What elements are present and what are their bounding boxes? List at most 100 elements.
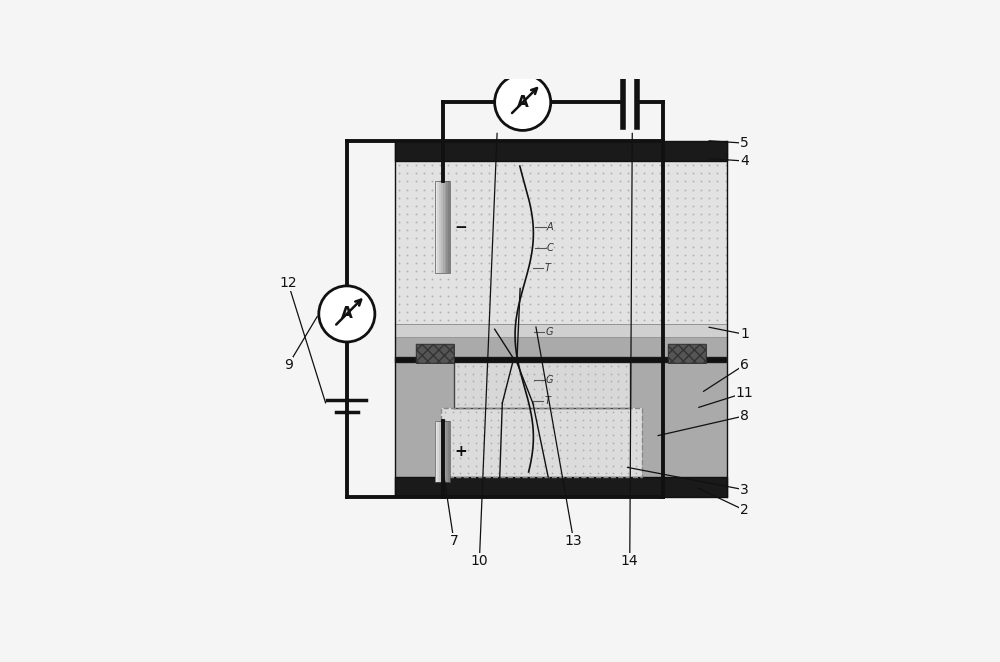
Point bbox=[530, 435, 546, 446]
Point bbox=[587, 459, 603, 470]
Point bbox=[399, 225, 415, 236]
Point bbox=[468, 422, 484, 433]
Point bbox=[595, 435, 611, 446]
Point bbox=[506, 460, 522, 471]
Point bbox=[612, 193, 628, 203]
Point bbox=[603, 274, 619, 285]
Point bbox=[432, 209, 448, 219]
Point bbox=[620, 314, 636, 325]
Point bbox=[399, 467, 415, 478]
Point bbox=[701, 225, 717, 236]
Point bbox=[440, 290, 456, 301]
Point bbox=[536, 468, 552, 479]
Point bbox=[652, 290, 668, 301]
Point bbox=[644, 435, 660, 446]
Point bbox=[465, 193, 481, 203]
Point bbox=[530, 299, 546, 309]
Point bbox=[677, 233, 693, 244]
Point bbox=[440, 282, 456, 293]
Bar bbox=[448, 181, 450, 273]
Point bbox=[522, 443, 538, 453]
Point bbox=[572, 384, 588, 395]
Point bbox=[424, 250, 440, 260]
Point bbox=[498, 422, 514, 433]
Point bbox=[538, 427, 554, 438]
Point bbox=[644, 258, 660, 268]
Point bbox=[571, 168, 587, 179]
Text: 8: 8 bbox=[740, 409, 749, 423]
Point bbox=[448, 250, 464, 260]
Point bbox=[701, 209, 717, 219]
Point bbox=[465, 314, 481, 325]
Point bbox=[677, 209, 693, 219]
Point bbox=[541, 361, 557, 371]
Point bbox=[660, 201, 676, 211]
Point bbox=[496, 361, 512, 371]
Point bbox=[445, 406, 461, 417]
Point bbox=[506, 435, 522, 446]
Point bbox=[490, 414, 506, 425]
Point bbox=[620, 438, 636, 448]
Point bbox=[628, 290, 644, 301]
Point bbox=[563, 467, 579, 478]
Point bbox=[529, 422, 545, 433]
Point bbox=[669, 184, 685, 195]
Point bbox=[465, 391, 481, 402]
Point bbox=[432, 258, 448, 268]
Point bbox=[587, 193, 603, 203]
Point bbox=[613, 453, 629, 463]
Point bbox=[440, 168, 456, 179]
Point bbox=[514, 168, 530, 179]
Point bbox=[693, 307, 709, 317]
Point bbox=[437, 453, 453, 463]
Point bbox=[416, 282, 432, 293]
Point bbox=[620, 274, 636, 285]
Point bbox=[457, 201, 473, 211]
Point bbox=[546, 467, 562, 478]
Point bbox=[481, 217, 497, 228]
Point bbox=[437, 460, 453, 471]
Point bbox=[457, 160, 473, 170]
Point bbox=[432, 242, 448, 252]
Point bbox=[391, 209, 407, 219]
Point bbox=[587, 282, 603, 293]
Point bbox=[579, 176, 595, 187]
Point bbox=[481, 274, 497, 285]
Point bbox=[595, 266, 611, 277]
Point bbox=[603, 443, 619, 453]
Point bbox=[530, 274, 546, 285]
Point bbox=[514, 274, 530, 285]
Point bbox=[408, 242, 424, 252]
Point bbox=[538, 435, 554, 446]
Bar bbox=[443, 181, 445, 273]
Point bbox=[605, 438, 621, 448]
Point bbox=[473, 201, 489, 211]
Point bbox=[571, 233, 587, 244]
Point bbox=[660, 217, 676, 228]
Point bbox=[481, 443, 497, 453]
Point bbox=[598, 468, 614, 479]
Bar bbox=[395, 357, 727, 363]
Point bbox=[522, 201, 538, 211]
Point bbox=[473, 274, 489, 285]
Point bbox=[522, 314, 538, 325]
Point bbox=[530, 233, 546, 244]
Point bbox=[693, 427, 709, 438]
Point bbox=[506, 443, 522, 453]
Point bbox=[718, 307, 734, 317]
Point bbox=[564, 399, 580, 410]
Point bbox=[432, 266, 448, 277]
Point bbox=[399, 451, 415, 462]
Point bbox=[652, 242, 668, 252]
Point bbox=[391, 427, 407, 438]
Point bbox=[701, 419, 717, 430]
Point bbox=[613, 438, 629, 448]
Point bbox=[628, 266, 644, 277]
Point bbox=[496, 399, 512, 410]
Point bbox=[685, 299, 701, 309]
Point bbox=[489, 443, 505, 453]
Point bbox=[391, 168, 407, 179]
Point bbox=[644, 201, 660, 211]
Point bbox=[718, 184, 734, 195]
Point bbox=[554, 266, 570, 277]
